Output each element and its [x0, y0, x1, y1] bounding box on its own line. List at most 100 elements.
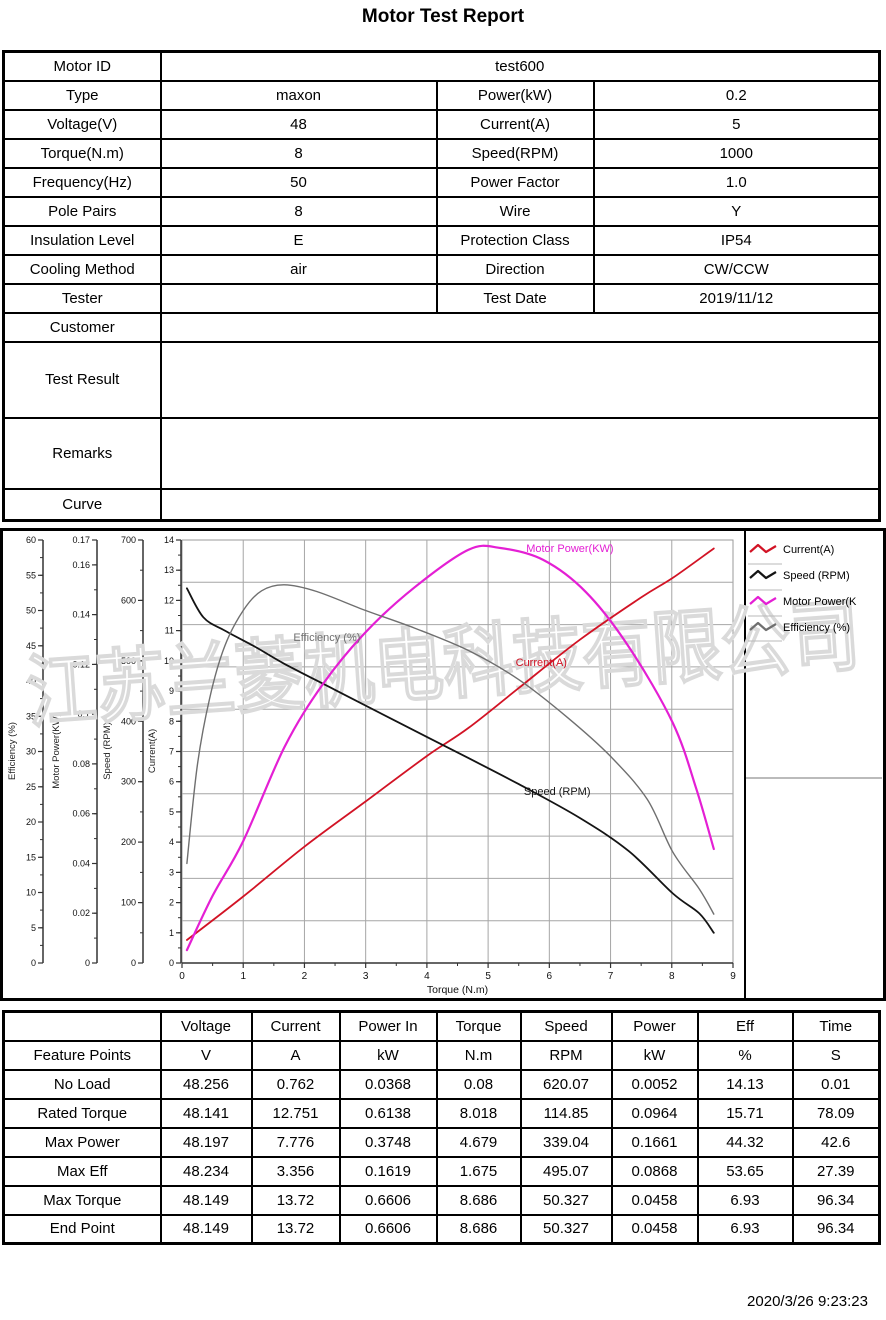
svg-text:5: 5	[169, 807, 174, 817]
feature-data-cell: 0.6138	[338, 1097, 438, 1129]
feature-data-cell: 96.34	[791, 1213, 881, 1245]
feature-data-cell: 0.0868	[610, 1155, 699, 1187]
info-label-cell: Speed(RPM)	[435, 137, 595, 169]
svg-text:Motor Power(KW): Motor Power(KW)	[51, 713, 62, 788]
info-label-cell: Direction	[435, 253, 595, 285]
svg-text:0.17: 0.17	[72, 535, 90, 545]
info-value-cell: maxon	[159, 79, 438, 111]
info-value-cell: 5	[592, 108, 881, 140]
legend-label: Efficiency (%)	[783, 622, 850, 634]
feature-data-cell: 53.65	[696, 1155, 794, 1187]
legend-label: Current(A)	[783, 544, 834, 556]
svg-text:0.16: 0.16	[72, 560, 90, 570]
legend-line-sample	[749, 569, 777, 580]
info-value-cell: CW/CCW	[592, 253, 881, 285]
feature-data-cell: 48.149	[159, 1184, 253, 1216]
info-value-cell	[159, 340, 881, 419]
svg-text:2: 2	[169, 898, 174, 908]
svg-text:Efficiency (%): Efficiency (%)	[7, 722, 18, 780]
feature-unit-cell: RPM	[519, 1039, 613, 1071]
svg-text:4: 4	[169, 837, 174, 847]
feature-header-row: Voltage Current Power In Torque Speed Power Ef…	[2, 1010, 881, 1042]
feature-data-cell: 13.72	[250, 1184, 341, 1216]
info-label-cell: Torque(N.m)	[2, 137, 162, 169]
feature-data-cell: 27.39	[791, 1155, 881, 1187]
info-label-cell: Wire	[435, 195, 595, 227]
svg-text:40: 40	[26, 676, 36, 686]
feature-data-cell: 0.1661	[610, 1126, 699, 1158]
feature-data-cell: 48.149	[159, 1213, 253, 1245]
svg-text:8: 8	[669, 971, 675, 982]
svg-text:1: 1	[240, 971, 246, 982]
watermark-text: 江苏兰菱机电科技有限公司	[24, 591, 863, 738]
info-label-cell: Frequency(Hz)	[2, 166, 162, 198]
info-value-cell: IP54	[592, 224, 881, 256]
svg-text:8: 8	[169, 716, 174, 726]
info-value-cell: 8	[159, 137, 438, 169]
info-label-cell: Customer	[2, 311, 162, 343]
svg-text:200: 200	[121, 837, 136, 847]
svg-text:25: 25	[26, 782, 36, 792]
curve-chart: 0 5 10 15 20 25 30 35 40 45 50 55 60 Efficiency (%) 0 0…	[0, 528, 886, 1002]
feature-data-cell: 0.3748	[338, 1126, 438, 1158]
info-label-cell: Insulation Level	[2, 224, 162, 256]
y-axis-2: 0 100 200 300 400 500 600 700 Speed (RPM)	[102, 535, 144, 968]
feature-header-cell: Torque	[435, 1010, 522, 1042]
svg-text:11: 11	[165, 626, 174, 636]
svg-text:10: 10	[164, 656, 174, 666]
info-table-row: Torque(N.m) 8 Speed(RPM) 1000	[2, 137, 881, 169]
info-table-row: Insulation Level E Protection Class IP54	[2, 224, 881, 256]
info-label-cell: Test Result	[2, 340, 162, 419]
info-table-row: Curve	[2, 487, 881, 522]
feature-data-cell: 48.256	[159, 1068, 253, 1100]
feature-data-cell: 1.675	[435, 1155, 522, 1187]
svg-text:400: 400	[121, 716, 136, 726]
info-label-cell: Power Factor	[435, 166, 595, 198]
svg-text:100: 100	[121, 898, 136, 908]
chart-frame	[0, 528, 886, 1001]
curve-label: Efficiency (%)	[293, 632, 360, 644]
info-table-row: Remarks	[2, 416, 881, 490]
info-table-row: Tester Test Date 2019/11/12	[2, 282, 881, 314]
info-table-row: Motor ID test600	[2, 50, 881, 82]
info-value-cell	[159, 487, 881, 522]
feature-points-table: Voltage Current Power In Torque Speed Power Ef…	[2, 1010, 881, 1245]
svg-text:30: 30	[26, 747, 36, 757]
svg-text:0.1: 0.1	[77, 709, 90, 719]
feature-data-cell: 0.08	[435, 1068, 522, 1100]
speed-rpm-curve	[186, 587, 715, 934]
legend-label: Motor Power(K	[783, 596, 857, 608]
feature-data-cell: 48.141	[159, 1097, 253, 1129]
feature-data-cell: 0.6606	[338, 1213, 438, 1245]
feature-data-cell: 495.07	[519, 1155, 613, 1187]
feature-data-cell: 8.018	[435, 1097, 522, 1129]
feature-data-cell: 96.34	[791, 1184, 881, 1216]
feature-data-cell: 0.0458	[610, 1213, 699, 1245]
legend-line-sample	[749, 543, 777, 554]
info-label-cell: Curve	[2, 487, 162, 522]
info-table-row: Type maxon Power(kW) 0.2	[2, 79, 881, 111]
feature-unit-cell: A	[250, 1039, 341, 1071]
info-value-cell: air	[159, 253, 438, 285]
feature-header-cell: Time	[791, 1010, 881, 1042]
feature-data-cell: End Point	[2, 1213, 162, 1245]
x-axis: 0 1 2 3 4 5 6 7 8 9 Torque (N.m)	[179, 962, 736, 996]
feature-data-cell: 4.679	[435, 1126, 522, 1158]
feature-unit-cell: Feature Points	[2, 1039, 162, 1071]
svg-text:9: 9	[169, 686, 174, 696]
info-label-cell: Pole Pairs	[2, 195, 162, 227]
curve-label: Current(A)	[516, 657, 567, 669]
svg-text:600: 600	[121, 595, 136, 605]
curve-label: Motor Power(KW)	[526, 543, 613, 555]
svg-text:3: 3	[169, 867, 174, 877]
info-value-cell	[159, 311, 881, 343]
info-table-row: Customer	[2, 311, 881, 343]
feature-data-cell: 14.13	[696, 1068, 794, 1100]
legend-line-sample	[749, 621, 777, 632]
svg-text:0.14: 0.14	[72, 610, 90, 620]
feature-unit-cell: kW	[610, 1039, 699, 1071]
feature-data-cell: Max Eff	[2, 1155, 162, 1187]
info-value-cell: 48	[159, 108, 438, 140]
